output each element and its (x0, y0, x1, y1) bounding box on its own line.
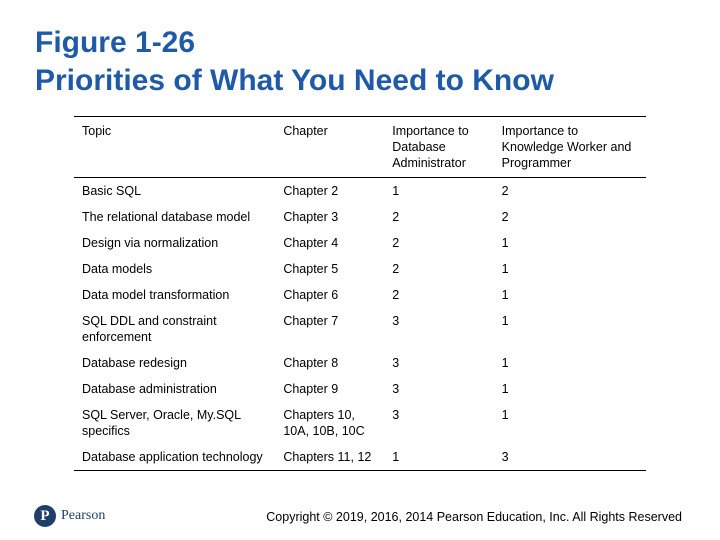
cell-chapter: Chapter 4 (283, 236, 339, 250)
cell-chapter: Chapter 3 (283, 210, 339, 224)
cell-chapter: Chapter 2 (283, 184, 339, 198)
cell-dba: 2 (392, 262, 400, 276)
cell-worker: 3 (493, 444, 646, 471)
cell-topic: Database redesign (82, 356, 187, 370)
cell-dba: 1 (384, 444, 494, 471)
header-chapter: Chapter (275, 116, 385, 178)
cell-dba: 2 (392, 288, 400, 302)
copyright-notice: Copyright © 2019, 2016, 2014 Pearson Edu… (266, 510, 682, 524)
cell-dba: 3 (392, 314, 400, 328)
table-row: Database redesign Chapter 8 3 1 (74, 350, 646, 376)
cell-worker: 2 (501, 184, 509, 198)
cell-chapter: Chapters 10, 10A, 10B, 10C (283, 408, 365, 438)
cell-topic: Basic SQL (82, 184, 142, 198)
table-row: Database application technology Chapters… (74, 444, 646, 471)
cell-worker: 1 (501, 408, 509, 422)
pearson-wordmark: Pearson (61, 508, 106, 523)
pearson-logo: P Pearson (34, 505, 105, 527)
cell-topic: The relational database model (82, 210, 251, 224)
header-importance-worker: Importance to Knowledge Worker and Progr… (493, 116, 646, 178)
cell-topic: Database administration (82, 382, 217, 396)
table-header-row: Topic Chapter Importance to Database Adm… (74, 116, 646, 178)
table-row: Database administration Chapter 9 3 1 (74, 376, 646, 402)
cell-chapter: Chapters 11, 12 (275, 444, 385, 471)
cell-chapter: Chapter 6 (283, 288, 339, 302)
cell-topic: SQL DDL and constraint enforcement (82, 314, 217, 344)
table-row: Data models Chapter 5 2 1 (74, 256, 646, 282)
header-topic: Topic (74, 116, 276, 178)
pearson-p-icon: P (34, 505, 56, 527)
cell-worker: 1 (501, 262, 509, 276)
priorities-table: Topic Chapter Importance to Database Adm… (74, 116, 646, 471)
cell-worker: 1 (501, 382, 509, 396)
table-row: Design via normalization Chapter 4 2 1 (74, 230, 646, 256)
table-row: Basic SQL Chapter 2 1 2 (74, 178, 646, 205)
table-row: SQL DDL and constraint enforcement Chapt… (74, 308, 646, 350)
table-row: The relational database model Chapter 3 … (74, 204, 646, 230)
figure-caption: Priorities of What You Need to Know (35, 64, 554, 97)
cell-worker: 1 (501, 314, 509, 328)
cell-topic: Database application technology (74, 444, 276, 471)
table-row: SQL Server, Oracle, My.SQL specifics Cha… (74, 402, 646, 444)
cell-chapter: Chapter 8 (283, 356, 339, 370)
cell-dba: 3 (392, 356, 400, 370)
cell-chapter: Chapter 7 (283, 314, 339, 328)
cell-topic: SQL Server, Oracle, My.SQL specifics (82, 408, 241, 438)
cell-chapter: Chapter 5 (283, 262, 339, 276)
figure-number: Figure 1-26 (35, 26, 196, 59)
cell-chapter: Chapter 9 (283, 382, 339, 396)
cell-dba: 2 (392, 210, 400, 224)
cell-dba: 1 (392, 184, 400, 198)
cell-dba: 3 (392, 408, 400, 422)
cell-worker: 2 (501, 210, 509, 224)
cell-dba: 2 (392, 236, 400, 250)
cell-topic: Design via normalization (82, 236, 219, 250)
cell-dba: 3 (392, 382, 400, 396)
cell-topic: Data models (82, 262, 153, 276)
slide-title: Figure 1-26 Priorities of What You Need … (35, 24, 554, 100)
cell-worker: 1 (501, 236, 509, 250)
cell-worker: 1 (501, 288, 509, 302)
cell-worker: 1 (501, 356, 509, 370)
header-importance-dba: Importance to Database Administrator (384, 116, 494, 178)
table-row: Data model transformation Chapter 6 2 1 (74, 282, 646, 308)
cell-topic: Data model transformation (82, 288, 230, 302)
